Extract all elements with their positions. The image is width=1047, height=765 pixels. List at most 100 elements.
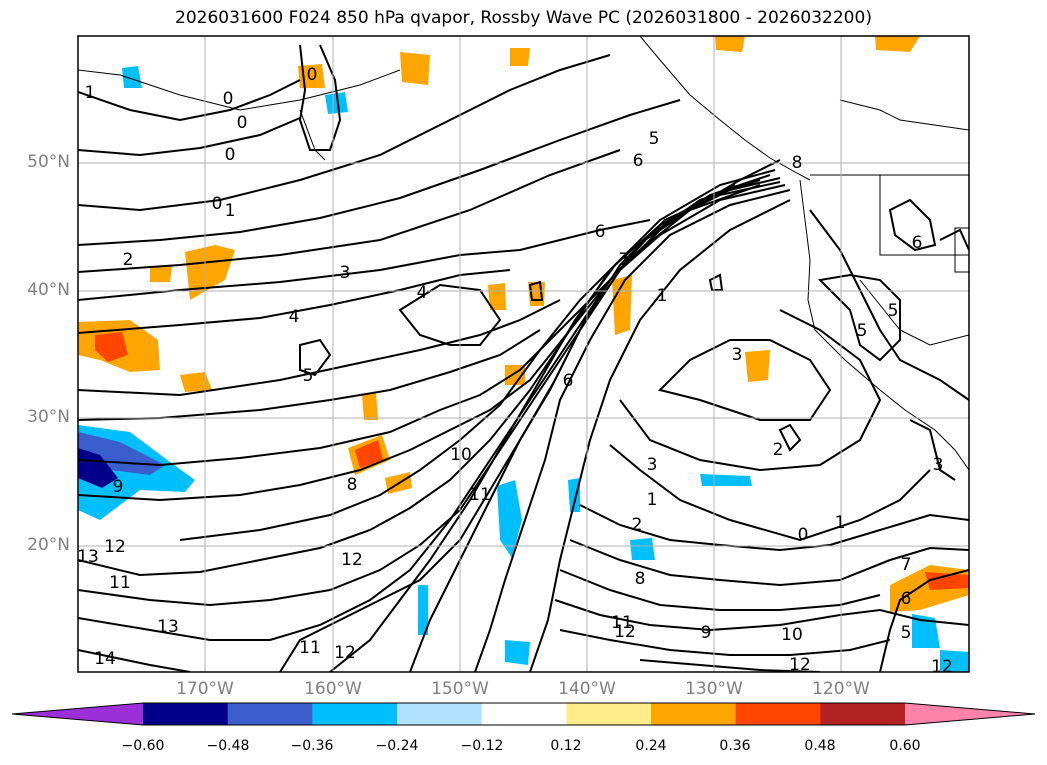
contour-label: 1: [657, 286, 668, 306]
positive-shading: [150, 266, 172, 282]
contour-label: 11: [469, 485, 491, 505]
contour-label-group: 1 0 0 0 0 1 2 3 4 4 5 6 6 5 7 1 6 8 10 1…: [77, 65, 953, 677]
lat-tick-label: 20°N: [27, 535, 70, 555]
map-frame: [77, 35, 970, 673]
contour-label: 8: [792, 153, 803, 173]
contour-label: 1: [835, 513, 846, 533]
positive-shading: [95, 332, 128, 362]
negative-shading: [700, 474, 752, 486]
contour-label: 8: [635, 569, 646, 589]
contour-label: 0: [223, 89, 234, 109]
colorbar-cell: [227, 703, 313, 725]
positive-shading: [355, 440, 383, 468]
positive-shading: [180, 372, 212, 392]
contour-label: 5: [303, 366, 314, 386]
contour-label: 7: [619, 250, 630, 270]
colorbar-tick-label: −0.36: [290, 738, 334, 754]
contour-label: 0: [225, 145, 236, 165]
positive-shading: [745, 350, 770, 382]
lon-tick-label: 140°W: [558, 679, 616, 699]
contour-label: 14: [94, 649, 116, 669]
colorbar: [11, 702, 1036, 726]
negative-shading: [568, 478, 580, 512]
colorbar-tick-label: −0.48: [206, 738, 250, 754]
contour-label: 1: [85, 83, 96, 103]
lon-tick-label: 160°W: [304, 679, 362, 699]
contour-label: 0: [307, 65, 318, 85]
colorbar-cell: [820, 703, 906, 725]
colorbar-extend-low: [12, 703, 143, 725]
contour-label: 7: [901, 555, 912, 575]
contour-label: 12: [931, 657, 953, 677]
contour-label: 12: [614, 622, 636, 642]
contour-label: 5: [649, 129, 660, 149]
graticule: [78, 36, 969, 672]
positive-shading: [715, 36, 745, 52]
contour-label: 2: [123, 250, 134, 270]
contour-label: 3: [732, 345, 743, 365]
lat-tick-label: 40°N: [27, 280, 70, 300]
lat-tick-label: 30°N: [27, 407, 70, 427]
lon-tick-label: 130°W: [685, 679, 743, 699]
colorbar-extend-high: [905, 703, 1035, 725]
lon-tick-label: 170°W: [176, 679, 234, 699]
negative-shading: [78, 448, 118, 488]
contour-lines: [78, 44, 969, 672]
colorbar-cell: [312, 703, 398, 725]
colorbar-cell: [397, 703, 483, 725]
colorbar-cell: [735, 703, 821, 725]
negative-shading: [912, 614, 940, 648]
contour-label: 12: [104, 537, 126, 557]
contour-label: 6: [563, 371, 574, 391]
colorbar-cell: [566, 703, 652, 725]
contour-label: 2: [773, 440, 784, 460]
contour-label: 2: [632, 515, 643, 535]
contour-label: 8: [347, 475, 358, 495]
contour-label: 6: [901, 589, 912, 609]
contour-label: 9: [701, 623, 712, 643]
colorbar-tick-label: −0.60: [121, 738, 165, 754]
colorbar-tick-label: 0.60: [889, 738, 921, 754]
contour-label: 0: [212, 194, 223, 214]
contour-label: 9: [113, 477, 124, 497]
lon-tick-label: 120°W: [812, 679, 870, 699]
colorbar-cell: [481, 703, 567, 725]
shaded-regions: [78, 36, 969, 672]
contour-label: 11: [299, 638, 321, 658]
contour-label: 6: [595, 222, 606, 242]
contour-label: 12: [334, 643, 356, 663]
colorbar-tick-label: 0.36: [719, 738, 751, 754]
contour-label: 1: [647, 490, 658, 510]
positive-shading: [612, 275, 632, 335]
negative-shading: [122, 66, 142, 88]
negative-shading: [418, 585, 428, 635]
contour-label: 10: [781, 625, 803, 645]
positive-shading: [875, 36, 920, 52]
positive-shading: [510, 48, 530, 66]
positive-shading: [185, 245, 235, 300]
contour-label: 3: [647, 455, 658, 475]
positive-shading: [400, 52, 430, 85]
contour-label: 5: [857, 321, 868, 341]
contour-label: 11: [109, 573, 131, 593]
contour-label: 13: [157, 617, 179, 637]
contour-label: 0: [798, 525, 809, 545]
contour-label: 5: [888, 301, 899, 321]
colorbar-tick-label: 0.12: [550, 738, 582, 754]
negative-shading: [505, 640, 530, 665]
contour-label: 6: [912, 233, 923, 253]
colorbar-cell: [143, 703, 229, 725]
lon-tick-label: 150°W: [431, 679, 489, 699]
positive-shading: [362, 392, 378, 420]
positive-shading: [488, 283, 506, 310]
map-area: 1 0 0 0 0 1 2 3 4 4 5 6 6 5 7 1 6 8 10 1…: [77, 36, 969, 677]
contour-label: 0: [237, 113, 248, 133]
contour-label: 3: [933, 455, 944, 475]
contour-label: 13: [77, 547, 99, 567]
negative-shading: [940, 650, 969, 672]
positive-shading: [925, 572, 969, 590]
contour-label: 5: [901, 623, 912, 643]
contour-label: 12: [341, 550, 363, 570]
negative-shading: [497, 480, 522, 558]
